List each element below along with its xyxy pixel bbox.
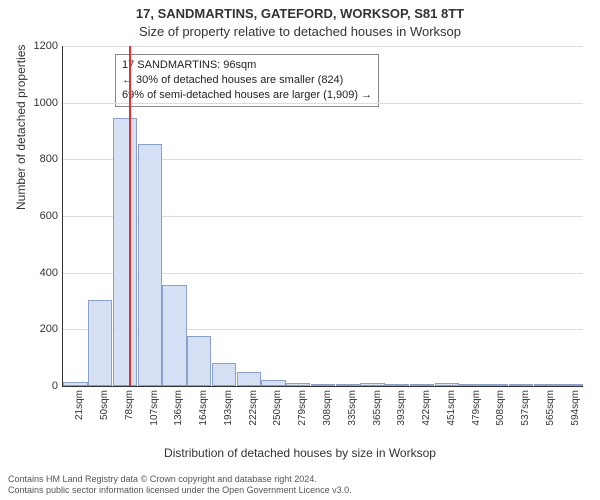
chart-title-line2: Size of property relative to detached ho… xyxy=(0,24,600,39)
histogram-bar xyxy=(410,384,434,386)
x-tick-label: 335sqm xyxy=(347,390,358,440)
histogram-bar xyxy=(187,336,211,386)
reference-line xyxy=(129,46,131,386)
histogram-bar xyxy=(261,380,285,386)
footer-line1: Contains HM Land Registry data © Crown c… xyxy=(8,474,352,485)
gridline xyxy=(63,103,583,104)
x-tick-label: 164sqm xyxy=(198,390,209,440)
annotation-line: ← 30% of detached houses are smaller (82… xyxy=(122,73,372,88)
histogram-bar xyxy=(336,384,360,386)
histogram-bar xyxy=(212,363,236,386)
x-tick-label: 393sqm xyxy=(396,390,407,440)
x-tick-label: 479sqm xyxy=(471,390,482,440)
y-tick-label: 0 xyxy=(18,380,58,392)
x-tick-label: 537sqm xyxy=(520,390,531,440)
chart-title-line1: 17, SANDMARTINS, GATEFORD, WORKSOP, S81 … xyxy=(0,6,600,21)
x-tick-label: 365sqm xyxy=(372,390,383,440)
histogram-bar xyxy=(237,372,261,386)
histogram-bar xyxy=(435,383,459,386)
x-tick-label: 594sqm xyxy=(570,390,581,440)
x-tick-label: 422sqm xyxy=(421,390,432,440)
x-tick-label: 107sqm xyxy=(149,390,160,440)
annotation-line: 17 SANDMARTINS: 96sqm xyxy=(122,58,372,73)
plot-area: 17 SANDMARTINS: 96sqm← 30% of detached h… xyxy=(62,46,583,387)
histogram-bar xyxy=(558,384,582,386)
x-tick-label: 279sqm xyxy=(297,390,308,440)
y-tick-label: 1200 xyxy=(18,40,58,52)
x-tick-label: 50sqm xyxy=(99,390,110,440)
histogram-bar xyxy=(162,285,186,386)
y-tick-label: 200 xyxy=(18,323,58,335)
histogram-bar xyxy=(88,300,112,386)
histogram-bar xyxy=(509,384,533,386)
x-axis-label: Distribution of detached houses by size … xyxy=(0,446,600,460)
x-tick-label: 222sqm xyxy=(248,390,259,440)
x-tick-label: 21sqm xyxy=(74,390,85,440)
y-tick-label: 800 xyxy=(18,153,58,165)
x-tick-label: 193sqm xyxy=(223,390,234,440)
footer-line2: Contains public sector information licen… xyxy=(8,485,352,496)
gridline xyxy=(63,46,583,47)
histogram-bar xyxy=(360,383,384,386)
histogram-bar xyxy=(534,384,558,386)
histogram-bar xyxy=(138,144,162,386)
x-tick-label: 451sqm xyxy=(446,390,457,440)
histogram-bar xyxy=(484,384,508,386)
x-tick-label: 508sqm xyxy=(495,390,506,440)
y-tick-label: 600 xyxy=(18,210,58,222)
x-tick-label: 308sqm xyxy=(322,390,333,440)
histogram-bar xyxy=(113,118,137,386)
y-tick-label: 1000 xyxy=(18,97,58,109)
chart-container: 17, SANDMARTINS, GATEFORD, WORKSOP, S81 … xyxy=(0,0,600,500)
y-axis-label: Number of detached properties xyxy=(14,45,28,210)
x-tick-label: 250sqm xyxy=(272,390,283,440)
histogram-bar xyxy=(311,384,335,386)
x-tick-label: 136sqm xyxy=(173,390,184,440)
footer-attribution: Contains HM Land Registry data © Crown c… xyxy=(8,474,352,497)
x-tick-label: 78sqm xyxy=(124,390,135,440)
annotation-box: 17 SANDMARTINS: 96sqm← 30% of detached h… xyxy=(115,54,379,107)
histogram-bar xyxy=(63,382,87,386)
histogram-bar xyxy=(286,383,310,386)
y-tick-label: 400 xyxy=(18,267,58,279)
histogram-bar xyxy=(459,384,483,386)
annotation-line: 69% of semi-detached houses are larger (… xyxy=(122,88,372,103)
histogram-bar xyxy=(385,384,409,386)
x-tick-label: 565sqm xyxy=(545,390,556,440)
